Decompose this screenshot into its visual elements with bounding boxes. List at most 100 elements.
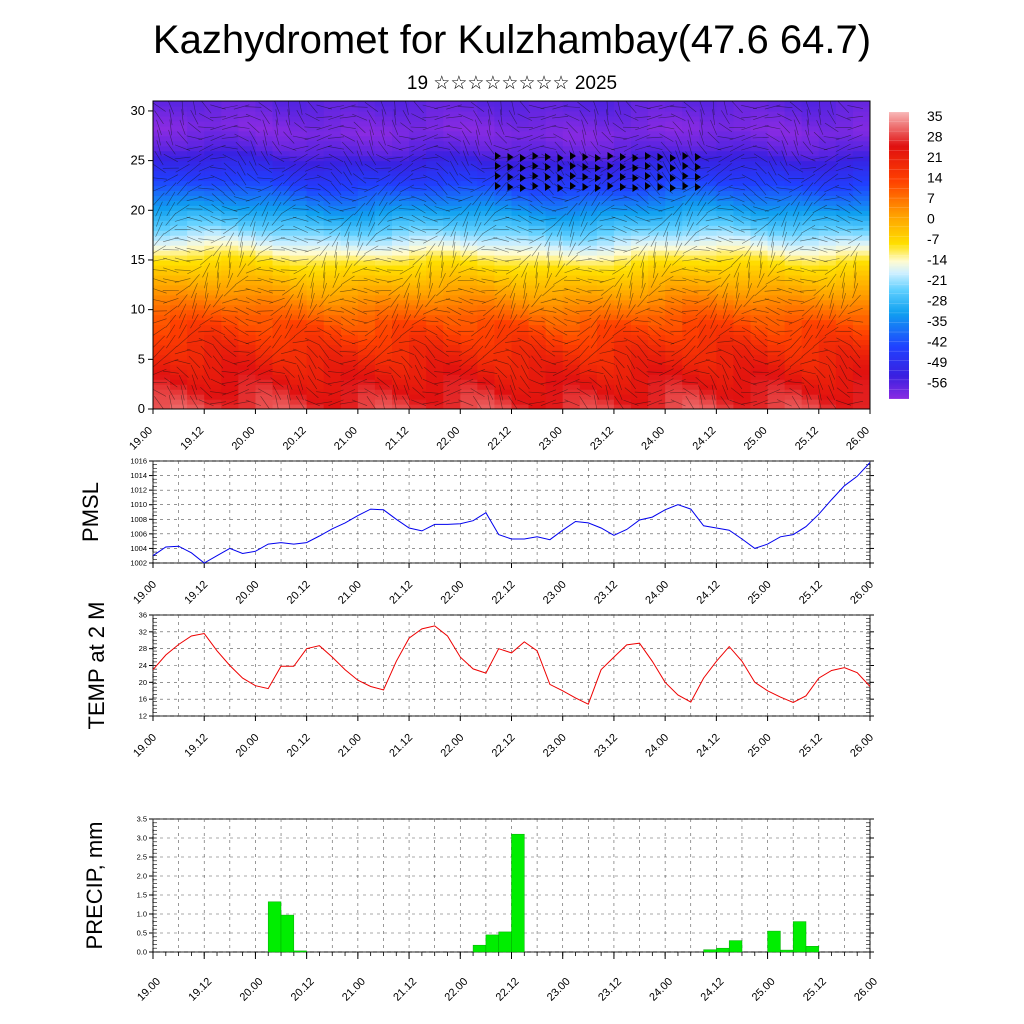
heatmap-cell	[716, 269, 735, 276]
wind-barb	[790, 345, 802, 358]
wind-barb	[485, 324, 494, 339]
wind-barb	[270, 377, 284, 388]
wind-barb	[587, 370, 604, 374]
heatmap-cell	[357, 195, 376, 201]
heatmap-cell	[443, 374, 461, 380]
heatmap-cell	[579, 329, 598, 336]
heatmap-cell	[511, 294, 530, 301]
heatmap-cell	[750, 215, 769, 221]
heatmap-cell	[716, 250, 735, 256]
heatmap-cell	[153, 274, 171, 281]
wind-barb	[258, 102, 272, 112]
heatmap-cell	[852, 230, 870, 236]
heatmap-cell	[306, 170, 325, 177]
wind-barb	[612, 173, 626, 184]
heatmap-cell	[374, 274, 393, 281]
temp-ytick-label: 32	[139, 627, 147, 636]
heatmap-cell	[767, 359, 786, 365]
heatmap-cell	[255, 334, 274, 341]
wind-barb	[299, 101, 303, 115]
heatmap-cell	[221, 384, 239, 390]
heatmap-cell	[170, 180, 188, 187]
heatmap-cell	[306, 240, 325, 246]
heatmap-cell	[511, 205, 530, 211]
heatmap-cell	[631, 384, 649, 390]
wind-barb	[826, 396, 837, 409]
heatmap-cell	[801, 354, 820, 360]
heatmap-cell	[613, 205, 632, 211]
heatmap-cell	[357, 299, 376, 306]
wind-barb	[176, 366, 189, 378]
heatmap-cell	[426, 235, 444, 241]
heatmap-cell	[545, 195, 564, 201]
wind-barb	[458, 399, 474, 407]
wind-barb	[283, 182, 295, 195]
heatmap-cell	[835, 394, 854, 400]
wind-barb	[257, 258, 274, 262]
wind-barb	[753, 399, 769, 406]
heatmap-cell	[187, 245, 205, 251]
wind-barb	[202, 262, 211, 278]
heatmap-cell	[545, 364, 564, 370]
wind-barb	[411, 153, 426, 163]
wind-barb	[237, 160, 246, 176]
wind-barb	[387, 216, 403, 222]
heatmap-cell	[784, 399, 803, 405]
heatmap-cell	[511, 110, 530, 117]
heatmap-cell	[340, 284, 359, 291]
wind-barb	[199, 153, 214, 163]
wind-barb	[210, 235, 226, 244]
wind-barb	[257, 185, 273, 193]
wind-barb	[718, 153, 733, 163]
heatmap-cell	[306, 279, 325, 286]
heatmap-cell	[835, 399, 854, 405]
heatmap-cell	[835, 110, 854, 117]
heatmap-cell	[460, 259, 478, 266]
heatmap-cell	[409, 399, 427, 405]
wind-barb	[759, 262, 763, 279]
heatmap-cell	[323, 404, 342, 409]
heatmap-cell	[562, 404, 581, 409]
heatmap-cell	[443, 190, 461, 196]
heatmap-cell	[528, 344, 547, 350]
heatmap-cell	[631, 165, 649, 172]
heatmap-cell	[340, 304, 359, 311]
wind-barb	[624, 214, 638, 224]
wind-barb	[577, 326, 591, 337]
heatmap-cell	[306, 389, 325, 395]
wind-barb	[646, 298, 663, 304]
heatmap-cell	[409, 259, 427, 266]
heatmap-cell	[255, 225, 274, 231]
wind-barb	[777, 113, 792, 121]
heatmap-cell	[409, 359, 427, 365]
wind-barb	[564, 338, 580, 345]
heatmap-cell	[477, 235, 496, 241]
heatmap-cell	[238, 155, 257, 162]
heatmap-cell	[648, 274, 666, 281]
wind-barb	[568, 211, 576, 227]
wind-barb	[357, 231, 362, 248]
heatmap-cell	[511, 369, 530, 375]
wind-barb	[493, 277, 509, 283]
wind-barb	[648, 162, 661, 175]
wind-barb	[310, 293, 315, 309]
heatmap-cell	[835, 170, 854, 177]
heatmap-xtick-label: 20.00	[230, 425, 258, 453]
heatmap-xtick-label: 24.00	[639, 425, 667, 453]
heatmap-cell	[767, 165, 786, 172]
heatmap-cell	[426, 180, 444, 187]
heatmap-cell	[153, 135, 171, 142]
heatmap-cell	[818, 160, 837, 167]
wind-barb	[221, 309, 238, 313]
heatmap-cell	[511, 230, 530, 236]
heatmap-cell	[699, 225, 717, 231]
heatmap-cell	[443, 205, 461, 211]
heatmap-cell	[255, 289, 274, 296]
heatmap-cell	[357, 374, 376, 380]
wind-barb	[552, 401, 569, 405]
wind-barb	[188, 162, 201, 174]
heatmap-cell	[374, 264, 393, 271]
wind-barb	[283, 294, 294, 308]
heatmap-cell	[204, 230, 222, 236]
heatmap-cell	[511, 235, 530, 241]
